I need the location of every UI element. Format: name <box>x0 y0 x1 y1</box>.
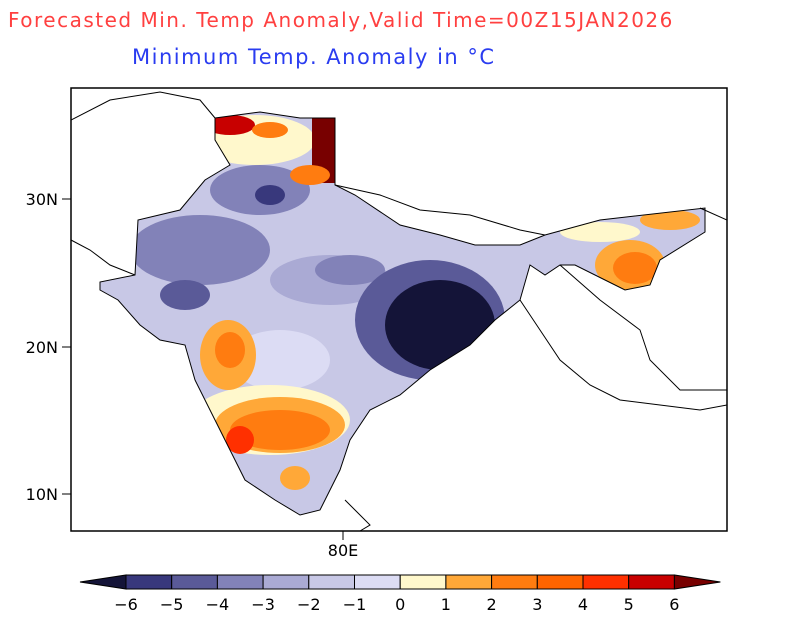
colorbar-segment <box>445 574 493 590</box>
colorbar-label: 4 <box>578 595 588 614</box>
colorbar-label: −3 <box>251 595 275 614</box>
colorbar-label: −2 <box>297 595 321 614</box>
coastline <box>344 499 371 531</box>
colorbar: −6 −5 −4 −3 −2 −1 0 1 2 3 4 5 6 <box>79 574 721 614</box>
colorbar-segment <box>125 574 173 590</box>
colorbar-segment <box>491 574 538 590</box>
map-area <box>71 91 727 531</box>
border-line <box>71 239 136 276</box>
colorbar-label: −5 <box>160 595 184 614</box>
figure-title: Forecasted Min. Temp Anomaly,Valid Time=… <box>8 8 674 32</box>
y-tick-label: 10N <box>26 485 58 504</box>
border-line <box>559 264 727 391</box>
colorbar-label: −1 <box>343 595 367 614</box>
colorbar-label: 1 <box>441 595 451 614</box>
colorbar-arrow-low <box>79 574 127 590</box>
colorbar-segment <box>399 574 447 590</box>
colorbar-segment <box>216 574 264 590</box>
colorbar-segment <box>171 574 218 590</box>
colorbar-label: −6 <box>114 595 138 614</box>
colorbar-label: 5 <box>624 595 634 614</box>
colorbar-segment <box>262 574 310 590</box>
border-line <box>71 91 216 121</box>
border-line <box>334 184 546 236</box>
colorbar-segment <box>582 574 630 590</box>
colorbar-label: 0 <box>395 595 405 614</box>
coastline <box>519 299 727 411</box>
colorbar-label: −4 <box>206 595 230 614</box>
colorbar-label: 2 <box>487 595 497 614</box>
y-tick-label: 30N <box>26 190 58 209</box>
colorbar-label: 3 <box>532 595 542 614</box>
y-tick-label: 20N <box>26 338 58 357</box>
figure-subtitle: Minimum Temp. Anomaly in °C <box>132 45 496 69</box>
colorbar-arrow-high <box>673 574 721 590</box>
axis-ticks: 30N 20N 10N 80E <box>26 190 359 560</box>
colorbar-segment <box>308 574 355 590</box>
colorbar-label: 6 <box>669 595 679 614</box>
colorbar-segment <box>628 574 675 590</box>
anomaly-field <box>100 112 705 515</box>
x-tick-label: 80E <box>328 541 358 560</box>
colorbar-segment <box>354 574 401 590</box>
map-frame <box>70 87 728 532</box>
colorbar-segment <box>536 574 584 590</box>
